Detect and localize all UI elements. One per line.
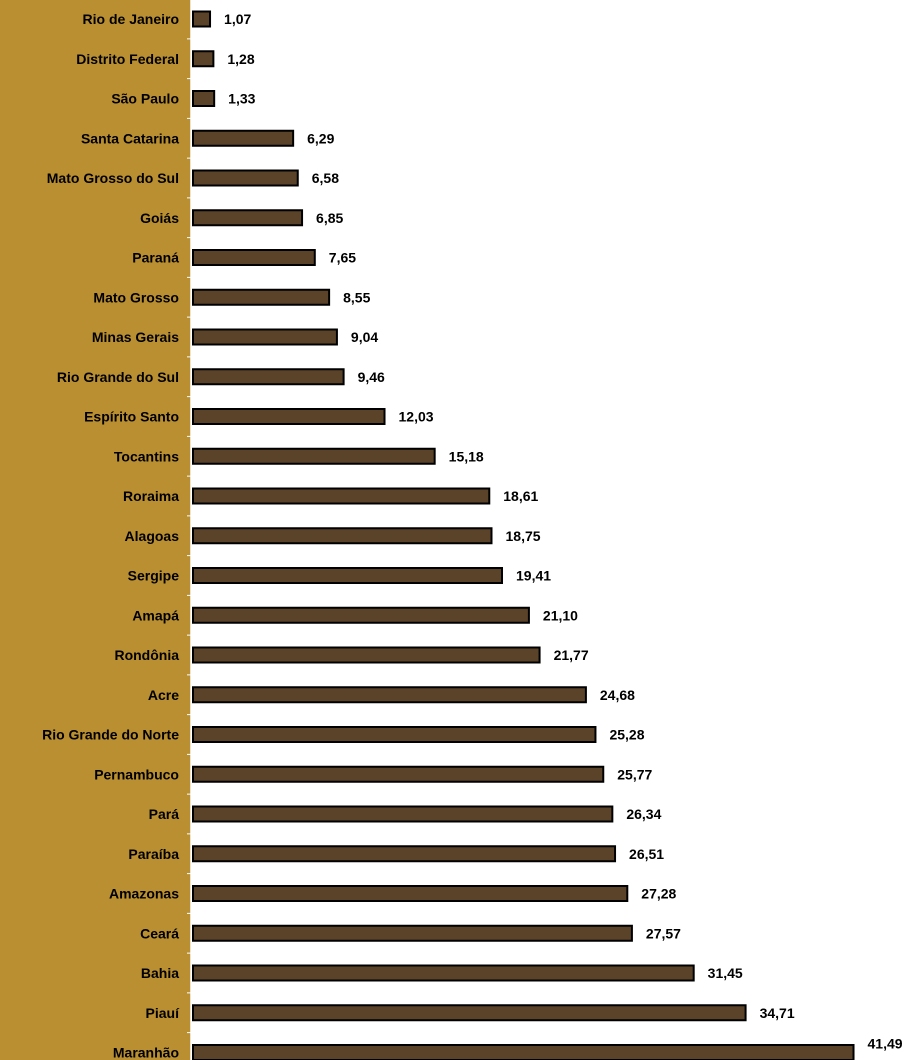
value-label: 18,61 [503, 488, 538, 504]
value-labels-group: 1,07 1,28 1,33 6,29 6,58 6,85 7,65 8,55 9,04 9,46… [224, 11, 903, 1052]
bar-mato-grosso [192, 288, 331, 306]
category-label: Distrito Federal [76, 51, 179, 67]
value-label: 9,46 [358, 369, 385, 385]
bar-roraima [192, 487, 491, 505]
bar-minas-gerais [192, 328, 338, 346]
category-labels-group: Rio de Janeiro Distrito Federal São Paulo S… [42, 11, 180, 1060]
category-label: Roraima [123, 488, 179, 504]
bar-acre [192, 686, 587, 704]
bar-amazonas [192, 885, 629, 902]
bar-pernambuco [192, 765, 605, 783]
value-label: 24,68 [600, 687, 635, 703]
category-label: Pará [149, 806, 180, 822]
category-label: Rio Grande do Norte [42, 727, 179, 743]
bar-alagoas [192, 527, 493, 545]
category-label: São Paulo [111, 91, 179, 107]
value-label: 15,18 [449, 448, 484, 464]
category-label: Paraíba [128, 846, 179, 862]
category-label: Mato Grosso do Sul [47, 170, 179, 186]
bar-paraiba [192, 845, 617, 863]
bar-tocantins [192, 447, 436, 465]
bar-amapa [192, 606, 530, 624]
value-label: 6,29 [307, 130, 334, 146]
category-label: Pernambuco [94, 766, 179, 782]
value-label: 8,55 [343, 289, 370, 305]
y-axis-ticks [187, 38, 191, 1034]
bar-bahia [192, 964, 695, 982]
bar-sao-paulo [192, 90, 216, 107]
category-label: Minas Gerais [92, 329, 179, 345]
bar-maranhao [192, 1044, 855, 1060]
category-label: Ceará [140, 925, 179, 941]
category-label: Acre [148, 687, 179, 703]
value-label: 25,28 [609, 727, 644, 743]
bar-ceara [192, 924, 633, 942]
bar-rio-grande-do-sul [192, 368, 345, 386]
category-label-panel [0, 0, 191, 1060]
bar-goias [192, 209, 304, 227]
value-label: 31,45 [708, 965, 743, 981]
category-label: Piauí [146, 1005, 181, 1021]
value-label: 1,33 [228, 91, 255, 107]
bars-group [192, 10, 855, 1060]
category-label: Paraná [132, 250, 179, 266]
category-label: Rio Grande do Sul [57, 369, 179, 385]
value-label: 18,75 [506, 528, 541, 544]
value-label: 41,49 [868, 1036, 903, 1052]
bar-para [192, 805, 614, 823]
bar-espirito-santo [192, 408, 386, 425]
category-label: Espírito Santo [84, 409, 179, 425]
category-label: Rondônia [114, 647, 179, 663]
category-label: Rio de Janeiro [83, 11, 179, 27]
bar-sergipe [192, 567, 504, 584]
value-label: 1,07 [224, 11, 251, 27]
value-label: 21,77 [554, 647, 589, 663]
category-label: Maranhão [113, 1045, 179, 1060]
value-label: 25,77 [617, 766, 652, 782]
category-label: Tocantins [114, 448, 179, 464]
value-label: 6,85 [316, 210, 343, 226]
category-label: Goiás [140, 210, 179, 226]
value-label: 7,65 [329, 250, 356, 266]
bar-rio-de-janeiro [192, 10, 212, 28]
value-label: 1,28 [227, 51, 254, 67]
value-label: 6,58 [312, 170, 339, 186]
value-label: 19,41 [516, 568, 551, 584]
bar-parana [192, 249, 316, 266]
category-label: Alagoas [125, 528, 180, 544]
category-label: Mato Grosso [93, 289, 179, 305]
value-label: 9,04 [351, 329, 378, 345]
value-label: 12,03 [399, 409, 434, 425]
bar-rondonia [192, 646, 541, 664]
value-label: 21,10 [543, 607, 578, 623]
category-label: Amazonas [109, 886, 179, 902]
value-label: 27,57 [646, 925, 681, 941]
category-label: Amapá [132, 607, 179, 623]
value-label: 26,34 [626, 806, 661, 822]
bar-mato-grosso-do-sul [192, 169, 299, 187]
category-label: Bahia [141, 965, 179, 981]
value-label: 27,28 [641, 886, 676, 902]
bar-santa-catarina [192, 129, 295, 147]
bar-rio-grande-do-norte [192, 726, 597, 743]
bar-piaui [192, 1004, 747, 1022]
category-label: Santa Catarina [81, 130, 179, 146]
value-label: 26,51 [629, 846, 664, 862]
category-label: Sergipe [128, 568, 180, 584]
bar-distrito-federal [192, 50, 215, 68]
value-label: 34,71 [760, 1005, 795, 1021]
